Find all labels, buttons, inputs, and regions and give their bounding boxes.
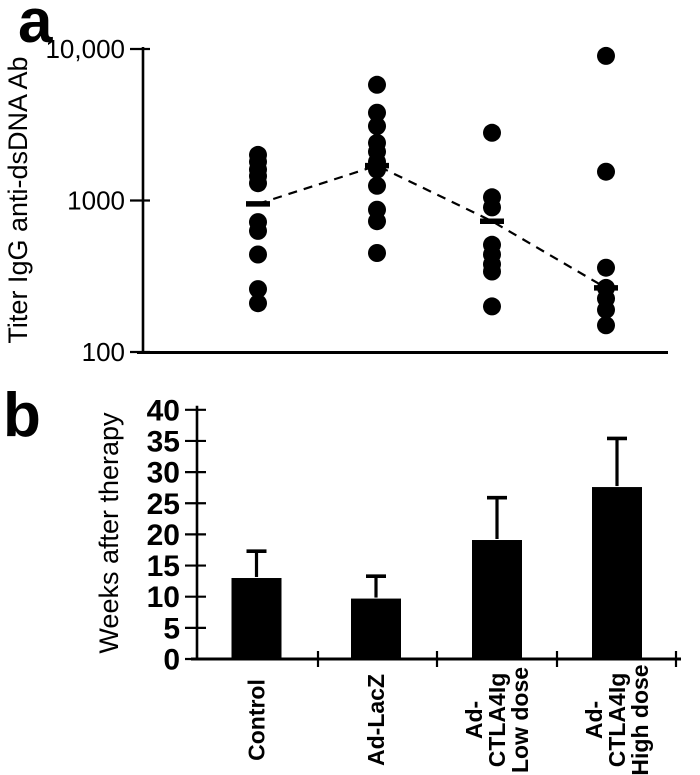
b-y-tick-label: 0 xyxy=(163,644,180,677)
a-data-point xyxy=(368,244,386,262)
b-bar xyxy=(592,487,642,659)
a-data-point xyxy=(597,46,615,65)
a-median-trend-line xyxy=(257,164,607,289)
b-category-label: Ad-LacZ xyxy=(363,674,389,766)
a-data-point xyxy=(597,162,615,181)
a-data-point xyxy=(368,212,386,231)
a-data-point xyxy=(249,221,267,240)
a-data-point xyxy=(249,174,267,193)
a-data-point xyxy=(597,258,615,277)
a-data-point xyxy=(368,75,386,94)
b-category-label: High dose xyxy=(627,664,653,775)
a-data-point xyxy=(368,117,386,136)
b-y-tick-label: 20 xyxy=(147,519,180,552)
b-bar xyxy=(351,598,401,659)
b-category-label: Ad- xyxy=(461,701,487,739)
a-data-point xyxy=(368,103,386,122)
a-y-axis-title: Titer IgG anti-dsDNA Ab xyxy=(3,56,33,343)
b-category-label: Low dose xyxy=(507,667,533,773)
b-category-label: CTLA4Ig xyxy=(484,673,510,768)
a-data-point xyxy=(368,176,386,195)
a-data-point xyxy=(483,198,501,217)
a-data-point xyxy=(597,316,615,335)
a-data-point xyxy=(483,262,501,281)
a-data-point xyxy=(249,294,267,313)
a-data-point xyxy=(249,245,267,264)
b-category-label: Ad- xyxy=(581,701,607,739)
panel-b-label: b xyxy=(3,381,41,450)
b-y-tick-label: 35 xyxy=(147,425,180,458)
b-category-label: Control xyxy=(244,679,270,761)
b-y-axis-title: Weeks after therapy xyxy=(94,412,124,654)
a-y-tick-label: 10,000 xyxy=(45,34,125,64)
a-data-point xyxy=(368,160,386,179)
b-y-tick-label: 25 xyxy=(147,488,180,521)
b-category-label: CTLA4Ig xyxy=(604,673,630,768)
a-data-point xyxy=(483,123,501,142)
a-data-point xyxy=(597,300,615,319)
b-y-tick-label: 5 xyxy=(163,612,180,645)
b-bar xyxy=(231,578,282,659)
a-y-tick-label: 1000 xyxy=(67,186,125,216)
b-y-tick-label: 40 xyxy=(147,394,180,427)
a-y-tick-label: 100 xyxy=(82,337,125,367)
b-bar xyxy=(472,540,522,659)
a-data-point xyxy=(483,297,501,316)
panel-a-label: a xyxy=(18,0,53,56)
b-y-tick-label: 30 xyxy=(147,457,180,490)
a-data-point xyxy=(249,280,267,299)
b-y-tick-label: 10 xyxy=(147,581,180,614)
b-y-tick-label: 15 xyxy=(147,550,180,583)
